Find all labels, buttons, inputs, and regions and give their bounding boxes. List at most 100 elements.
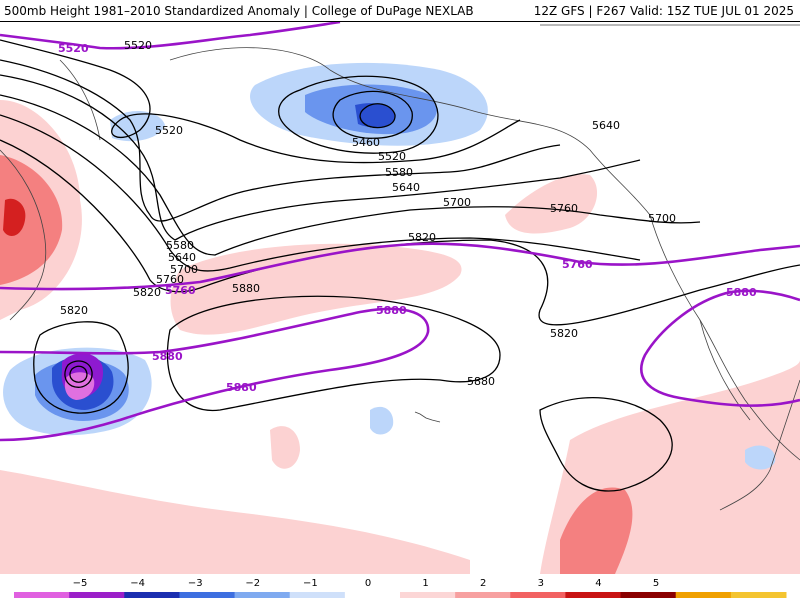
label-5760-east: 5760 [550,202,578,215]
colorbar-swatch [179,592,236,598]
contour-5880-purple [0,307,430,442]
colorbar-swatch [344,592,401,598]
west-pos-anomaly-core [0,155,63,285]
contour-5700 [0,94,701,256]
colorbar-swatch [124,592,180,598]
contour-5520-purple [0,22,341,50]
label-5880-purple-south: 5880 [226,381,257,394]
contour-low-inner [332,90,413,139]
colorbar-tick-label: 3 [538,578,544,589]
west-pos-anomaly-peak [3,198,26,236]
label-5640-low: 5640 [392,181,420,194]
label-5520-mid: 5520 [155,124,183,137]
height-contours [0,39,800,492]
small-pos-anomaly [270,426,300,469]
contour-5880-purple-east [640,289,800,407]
contour-5760 [0,114,641,272]
label-5880-purple-west: 5880 [152,350,183,363]
asia-coast [0,149,47,321]
negative-anomaly-shading [3,62,776,470]
colorbar-tick-label: −2 [245,578,260,589]
label-5700-center: 5700 [443,196,471,209]
label-5880-center: 5880 [232,282,260,295]
small-neg-anomaly-2 [745,445,776,470]
baja [699,319,751,421]
contour-5820-west [33,321,129,414]
colorbar-swatch [565,592,622,598]
colorbar-swatch [14,592,70,598]
contour-5880-loop [166,295,501,412]
label-5880-purple-center: 5880 [376,304,407,317]
label-5580-west: 5580 [166,239,194,252]
model-run-info: 12Z GFS | F267 Valid: 15Z TUE JUL 01 202… [533,4,794,18]
label-5760-west: 5760 [156,273,184,286]
contour-5520-main [0,39,521,164]
colorbar-swatch [69,592,125,598]
label-5760-purple-west: 5760 [165,284,196,297]
colorbar-swatch [730,592,787,598]
colorbar-swatch [234,592,291,598]
central-pos-anomaly [170,243,462,335]
colorbar-tick-label: −1 [303,578,318,589]
west-neg-anomaly [110,110,165,142]
colorbar: −5 −4 −3 −2 −1 0 1 2 3 4 5 [0,574,800,600]
positive-anomaly-shading [0,100,800,574]
contour-typhoon-1 [64,360,93,388]
colorbar-tick-label: −5 [73,578,88,589]
label-5580-low: 5580 [385,166,413,179]
label-5820-typhoon: 5820 [60,304,88,317]
label-5520-top: 5520 [124,39,152,52]
colorbar-tick-label: 5 [653,578,659,589]
alaska-coast [169,47,651,216]
colorbar-tick-label: 2 [480,578,486,589]
label-5820-center: 5820 [408,231,436,244]
colorbar-swatch [455,592,511,598]
key-contours [0,22,800,442]
south-pos-anomaly [0,470,470,574]
colorbar-tick-label: −4 [130,578,145,589]
map-title: 500mb Height 1981–2010 Standardized Anom… [4,4,474,18]
label-5640-west: 5640 [168,251,196,264]
label-5820-west: 5820 [133,286,161,299]
label-5460: 5460 [352,136,380,149]
label-5520-purple: 5520 [58,42,89,55]
colorbar-swatch [675,592,732,598]
kamchatka [59,59,101,141]
us-west-coast [649,214,800,461]
colorbar-ticks: −5 −4 −3 −2 −1 0 1 2 3 4 5 [73,578,660,589]
contour-5520-aleutian [278,75,439,154]
aleutian-neg-anomaly-peak [355,103,395,128]
colorbar-swatch [289,592,346,598]
colorbar-tick-label: 4 [595,578,601,589]
map-header: 500mb Height 1981–2010 Standardized Anom… [0,0,800,22]
small-neg-anomaly-1 [370,406,394,435]
contour-typhoon-2 [69,365,88,383]
colorbar-tick-label: 1 [422,578,428,589]
anomaly-map: 5520 5520 5520 5460 5520 5580 5640 5640 … [0,22,800,574]
label-5880-purple-east: 5880 [726,286,757,299]
contour-5460-low [359,103,396,129]
colorbar-tick-label: 0 [365,578,371,589]
label-5640-east: 5640 [592,119,620,132]
label-5700-east: 5700 [648,212,676,225]
colorbar-swatch [400,592,456,598]
hawaii [414,411,441,423]
coastlines [0,24,800,511]
colorbar-swatches [14,592,787,598]
contour-5760-purple [0,242,800,291]
southeast-pos-anomaly-core [560,487,633,574]
colorbar-swatch [510,592,566,598]
ne-pacific-pos-anomaly [505,174,598,234]
mexico-coast [719,379,800,511]
label-5760-purple-east: 5760 [562,258,593,271]
contour-5880-east [539,397,673,492]
colorbar-tick-label: −3 [188,578,203,589]
label-5820-east: 5820 [550,327,578,340]
label-5700-west: 5700 [170,263,198,276]
contour-labels: 5520 5520 5520 5460 5520 5580 5640 5640 … [58,39,757,394]
contour-5640 [0,74,641,241]
label-5520-low: 5520 [378,150,406,163]
contour-5820 [0,139,800,326]
label-5880-south: 5880 [467,375,495,388]
colorbar-swatch [620,592,677,598]
